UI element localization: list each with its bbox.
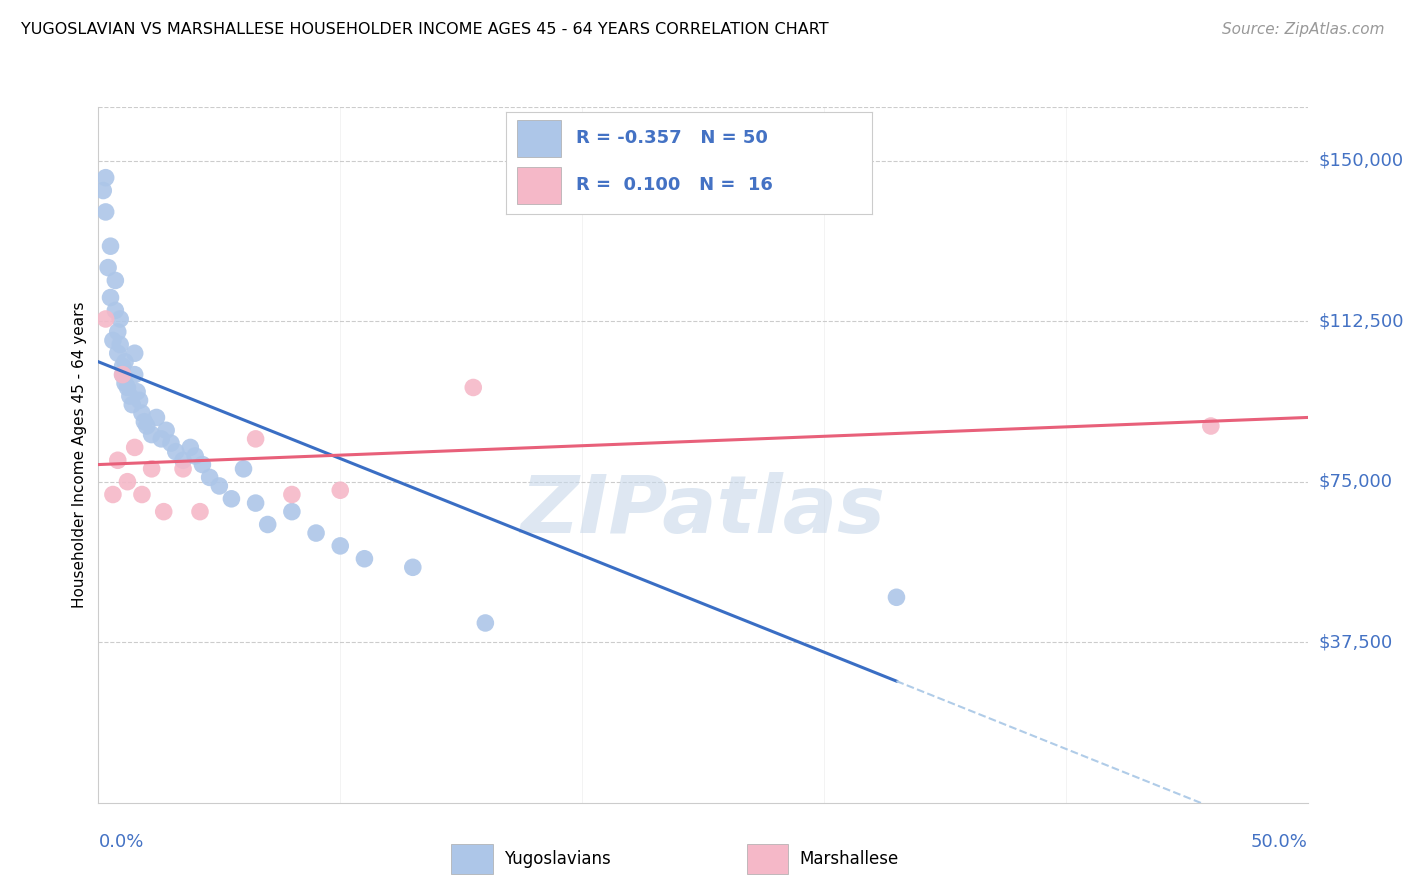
Point	[208, 479, 231, 493]
Point	[107, 346, 129, 360]
Point	[245, 496, 267, 510]
Point	[131, 406, 153, 420]
Point	[101, 334, 124, 348]
Point	[91, 184, 114, 198]
Point	[131, 487, 153, 501]
Point	[135, 419, 157, 434]
Bar	[517, 120, 561, 157]
Text: 0.0%: 0.0%	[98, 833, 143, 851]
Point	[245, 432, 267, 446]
Text: YUGOSLAVIAN VS MARSHALLESE HOUSEHOLDER INCOME AGES 45 - 64 YEARS CORRELATION CHA: YUGOSLAVIAN VS MARSHALLESE HOUSEHOLDER I…	[21, 22, 828, 37]
Point	[179, 441, 201, 455]
Point	[117, 475, 139, 489]
Point	[305, 526, 328, 541]
Point	[118, 389, 141, 403]
Text: $37,500: $37,500	[1319, 633, 1393, 651]
Point	[141, 462, 163, 476]
Point	[124, 368, 146, 382]
Point	[100, 239, 122, 253]
Point	[114, 355, 136, 369]
Text: R = -0.357   N = 50: R = -0.357 N = 50	[575, 129, 768, 147]
Point	[94, 170, 117, 185]
Point	[94, 205, 117, 219]
Point	[141, 427, 163, 442]
Point	[402, 560, 425, 574]
Point	[256, 517, 278, 532]
Point	[111, 368, 134, 382]
Point	[1199, 419, 1222, 434]
Point	[463, 380, 485, 394]
Point	[108, 312, 131, 326]
Text: Source: ZipAtlas.com: Source: ZipAtlas.com	[1222, 22, 1385, 37]
Bar	[517, 167, 561, 204]
Point	[188, 505, 211, 519]
Point	[111, 368, 134, 382]
Point	[111, 359, 134, 373]
Point	[145, 410, 167, 425]
Point	[100, 291, 122, 305]
Point	[150, 432, 173, 446]
Bar	[451, 844, 492, 874]
Point	[886, 591, 908, 605]
Point	[155, 423, 177, 437]
Point	[121, 398, 143, 412]
Point	[104, 303, 127, 318]
Point	[101, 487, 124, 501]
Text: ZIPatlas: ZIPatlas	[520, 472, 886, 549]
Point	[97, 260, 120, 275]
Point	[165, 444, 187, 458]
Text: R =  0.100   N =  16: R = 0.100 N = 16	[575, 177, 772, 194]
Point	[124, 441, 146, 455]
Point	[198, 470, 221, 484]
Point	[124, 346, 146, 360]
Point	[107, 453, 129, 467]
Text: Yugoslavians: Yugoslavians	[505, 849, 612, 868]
Point	[329, 483, 352, 498]
Point	[127, 384, 149, 399]
Point	[281, 505, 304, 519]
Text: Marshallese: Marshallese	[800, 849, 898, 868]
Point	[191, 458, 214, 472]
Point	[221, 491, 243, 506]
Point	[232, 462, 254, 476]
Point	[160, 436, 183, 450]
Point	[281, 487, 304, 501]
Point	[107, 325, 129, 339]
Point	[128, 393, 150, 408]
Point	[184, 449, 207, 463]
Text: $75,000: $75,000	[1319, 473, 1393, 491]
Point	[108, 337, 131, 351]
Point	[104, 273, 127, 287]
Point	[329, 539, 352, 553]
Point	[134, 415, 156, 429]
Point	[172, 453, 194, 467]
Point	[117, 380, 139, 394]
Y-axis label: Householder Income Ages 45 - 64 years: Householder Income Ages 45 - 64 years	[72, 301, 87, 608]
Point	[152, 505, 174, 519]
Point	[172, 462, 194, 476]
Text: $112,500: $112,500	[1319, 312, 1405, 330]
Point	[353, 551, 375, 566]
Text: $150,000: $150,000	[1319, 152, 1403, 169]
Bar	[747, 844, 787, 874]
Point	[94, 312, 117, 326]
Point	[114, 376, 136, 391]
Text: 50.0%: 50.0%	[1251, 833, 1308, 851]
Point	[474, 615, 496, 630]
